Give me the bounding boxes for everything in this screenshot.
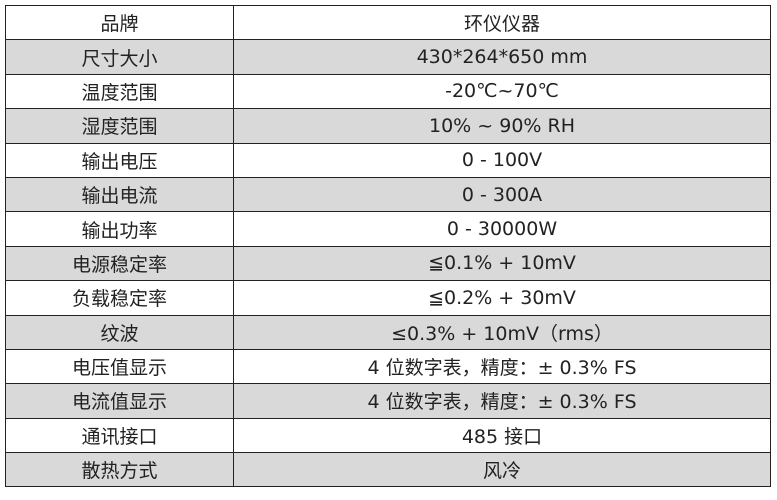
spec-name: 通讯接口	[5, 417, 234, 454]
table-body: 品牌 环仪仪器 尺寸大小 430*264*650 mm 温度范围 -20℃~70℃ 湿度范围…	[5, 4, 771, 488]
table-row: 电压值显示 4 位数字表，精度：± 0.3% FS	[5, 348, 771, 385]
spec-name: 电源稳定率	[5, 245, 234, 282]
spec-value: -20℃~70℃	[233, 73, 771, 110]
table-row: 电源稳定率 ≦0.1% + 10mV	[5, 245, 771, 282]
spec-name: 散热方式	[5, 452, 234, 488]
spec-value: ≦0.1% + 10mV	[233, 245, 771, 282]
spec-value: 485 接口	[233, 417, 771, 454]
spec-name: 负载稳定率	[5, 280, 234, 316]
spec-value: 0 - 30000W	[233, 211, 771, 247]
spec-value: 风冷	[233, 452, 771, 488]
table-row: 电流值显示 4 位数字表，精度：± 0.3% FS	[5, 383, 771, 419]
spec-name: 输出电流	[5, 176, 234, 213]
spec-name: 输出功率	[5, 211, 234, 247]
spec-name: 输出电压	[5, 142, 234, 178]
spec-name: 温度范围	[5, 73, 234, 110]
spec-name: 尺寸大小	[5, 39, 234, 75]
table-row: 负载稳定率 ≦0.2% + 30mV	[5, 280, 771, 316]
spec-value: 0 - 100V	[233, 142, 771, 178]
spec-table: 品牌 环仪仪器 尺寸大小 430*264*650 mm 温度范围 -20℃~70℃ 湿度范围…	[5, 4, 771, 488]
table-row: 输出电压 0 - 100V	[5, 142, 771, 178]
spec-name: 湿度范围	[5, 108, 234, 144]
table-row: 温度范围 -20℃~70℃	[5, 73, 771, 110]
spec-value: ≤0.3% + 10mV（rms）	[233, 314, 771, 350]
table-row: 输出电流 0 - 300A	[5, 176, 771, 213]
spec-value: 4 位数字表，精度：± 0.3% FS	[233, 348, 771, 385]
spec-name: 电流值显示	[5, 383, 234, 419]
table-row: 通讯接口 485 接口	[5, 417, 771, 454]
spec-name: 品牌	[5, 4, 234, 41]
spec-value: 430*264*650 mm	[233, 39, 771, 75]
table-row: 品牌 环仪仪器	[5, 4, 771, 41]
spec-value: 0 - 300A	[233, 176, 771, 213]
spec-value: 10% ~ 90% RH	[233, 108, 771, 144]
spec-value: 环仪仪器	[233, 4, 771, 41]
table-row: 尺寸大小 430*264*650 mm	[5, 39, 771, 75]
spec-value: 4 位数字表，精度：± 0.3% FS	[233, 383, 771, 419]
table-row: 纹波 ≤0.3% + 10mV（rms）	[5, 314, 771, 350]
table-row: 湿度范围 10% ~ 90% RH	[5, 108, 771, 144]
table-row: 输出功率 0 - 30000W	[5, 211, 771, 247]
spec-name: 纹波	[5, 314, 234, 350]
spec-name: 电压值显示	[5, 348, 234, 385]
spec-value: ≦0.2% + 30mV	[233, 280, 771, 316]
table-row: 散热方式 风冷	[5, 452, 771, 488]
